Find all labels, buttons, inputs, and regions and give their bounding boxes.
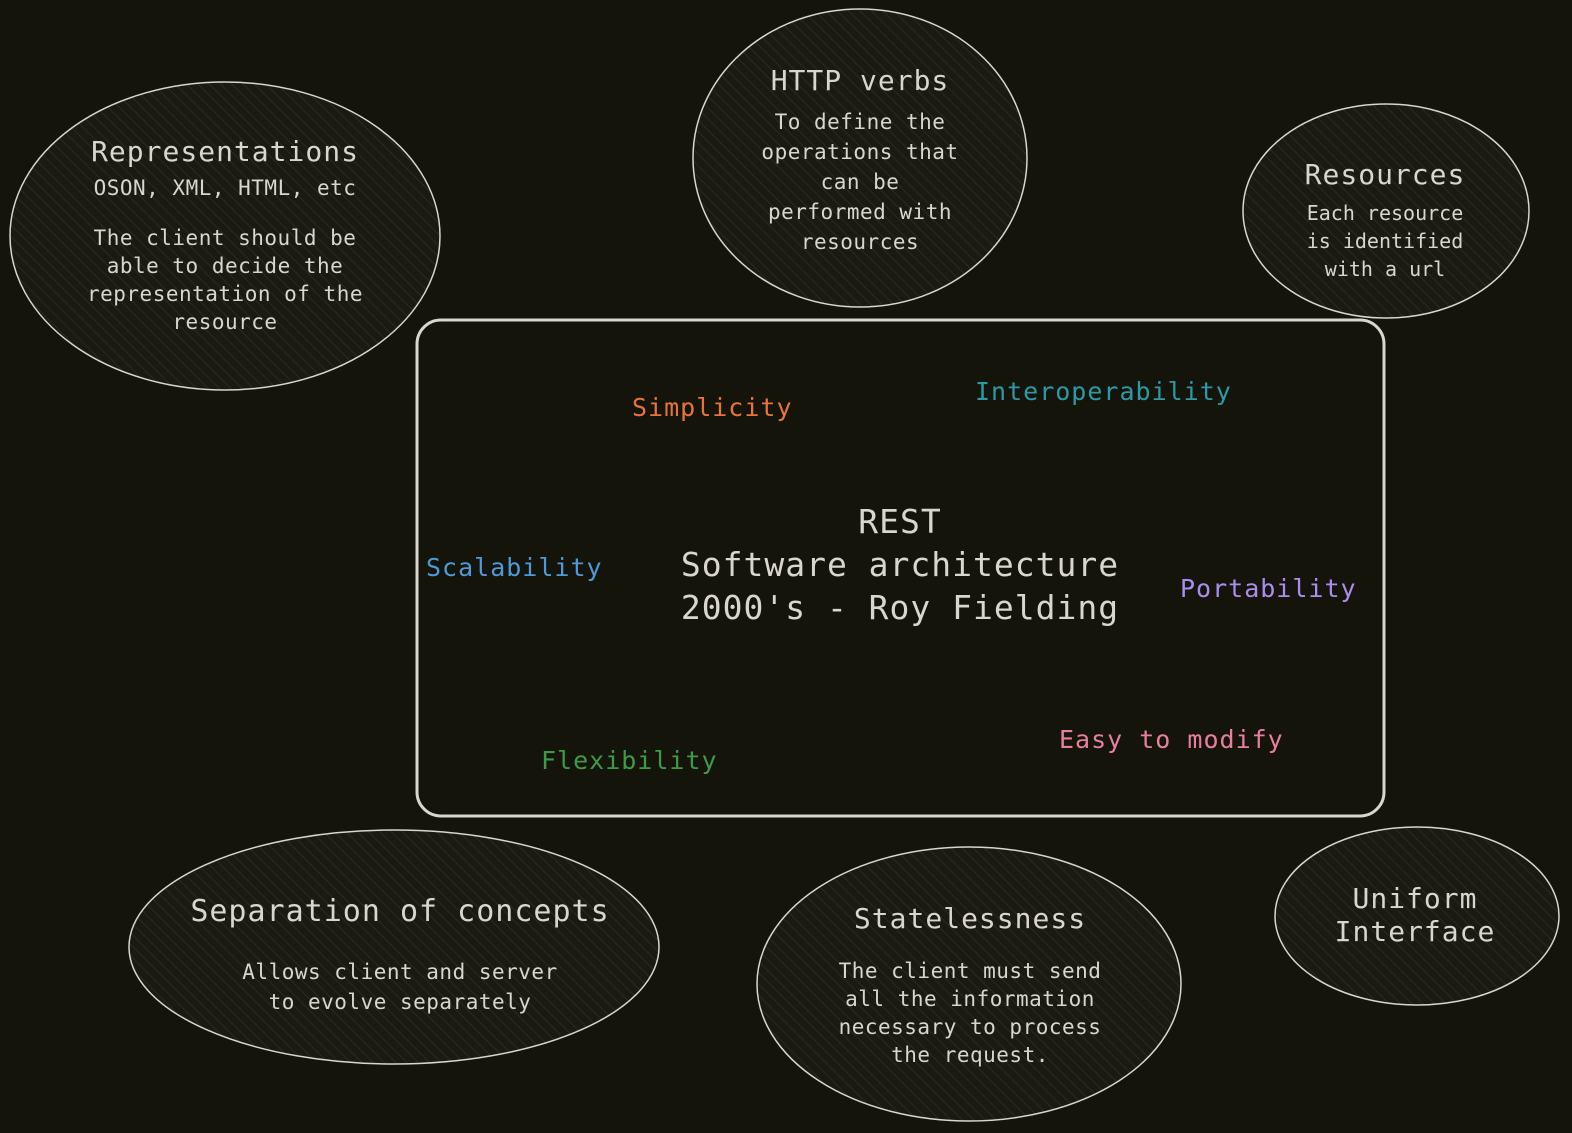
uniform-interface-bubble: Uniform Interface <box>1300 870 1530 960</box>
portability-label: Portability <box>1180 574 1357 603</box>
flexibility-label: Flexibility <box>541 746 718 775</box>
rest-center-text: REST Software architecture 2000's - Roy … <box>600 500 1200 629</box>
rest-author: 2000's - Roy Fielding <box>680 588 1120 627</box>
representations-bubble: Representations OSON, XML, HTML, etc The… <box>40 120 410 350</box>
statelessness-body: The client must send all the information… <box>838 958 1102 1067</box>
http-verbs-bubble: HTTP verbs To define the operations that… <box>720 60 1000 260</box>
scalability-label: Scalability <box>426 553 603 582</box>
uniform-interface-ellipse <box>1274 826 1560 1006</box>
separation-ellipse <box>128 829 660 1065</box>
separation-title: Separation of concepts <box>190 893 610 929</box>
representations-ellipse <box>9 81 441 391</box>
interoperability-label: Interoperability <box>975 377 1232 406</box>
rest-subtitle: Software architecture <box>680 545 1120 584</box>
statelessness-bubble: Statelessness The client must send all t… <box>800 890 1140 1080</box>
http-verbs-body: To define the operations that can be per… <box>761 109 959 254</box>
http-verbs-title: HTTP verbs <box>770 63 950 97</box>
resources-title: Resources <box>1304 157 1466 191</box>
separation-bubble: Separation of concepts Allows client and… <box>160 880 640 1030</box>
simplicity-label: Simplicity <box>632 393 793 422</box>
statelessness-ellipse <box>756 846 1182 1122</box>
rest-title: REST <box>858 502 942 541</box>
resources-ellipse <box>1242 103 1530 319</box>
http-verbs-ellipse <box>692 8 1028 308</box>
rest-frame <box>415 318 1386 818</box>
statelessness-title: Statelessness <box>853 901 1087 935</box>
representations-body: The client should be able to decide the … <box>86 225 363 334</box>
separation-body: Allows client and server to evolve separ… <box>242 959 558 1014</box>
representations-subtitle: OSON, XML, HTML, etc <box>93 175 357 200</box>
resources-bubble: Resources Each resource is identified wi… <box>1270 150 1500 290</box>
resources-body: Each resource is identified with a url <box>1306 200 1464 281</box>
uniform-interface-title: Uniform Interface <box>1334 882 1496 948</box>
representations-title: Representations <box>91 134 359 168</box>
easy-to-modify-label: Easy to modify <box>1059 725 1284 754</box>
